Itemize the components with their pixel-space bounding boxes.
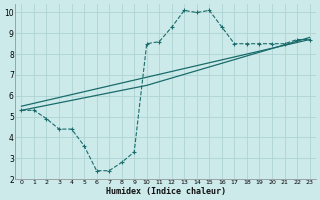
X-axis label: Humidex (Indice chaleur): Humidex (Indice chaleur) bbox=[106, 187, 226, 196]
